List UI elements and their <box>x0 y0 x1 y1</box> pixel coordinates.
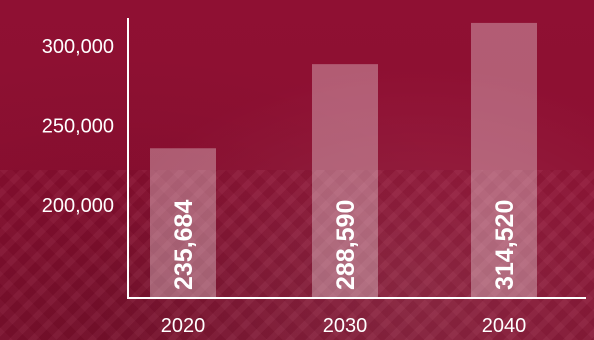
bar-2020 <box>150 148 216 298</box>
x-tick-label: 2030 <box>323 315 368 337</box>
bar-value-label: 235,684 <box>170 200 198 290</box>
x-tick-label: 2020 <box>161 315 206 337</box>
bar-value-label: 288,590 <box>332 200 360 290</box>
bar-2030 <box>312 64 378 298</box>
y-tick-label: 200,000 <box>42 195 114 217</box>
bar-2040 <box>471 22 537 298</box>
bar-value-label: 314,520 <box>491 200 519 290</box>
y-tick-label: 250,000 <box>42 116 114 138</box>
x-tick-label: 2040 <box>482 315 527 337</box>
y-tick-label: 300,000 <box>42 36 114 58</box>
